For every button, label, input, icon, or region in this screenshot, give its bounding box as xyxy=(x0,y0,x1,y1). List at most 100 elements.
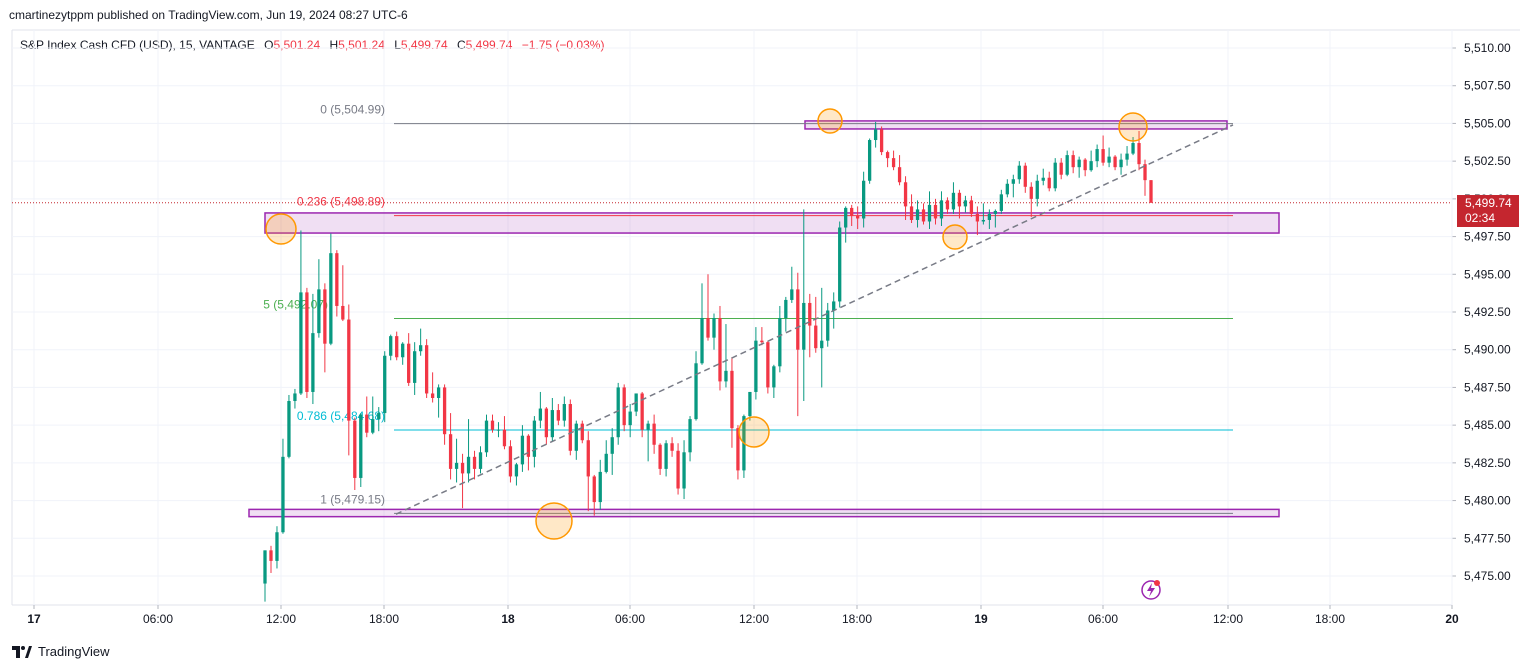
candle-body xyxy=(263,550,267,584)
candle-body xyxy=(502,429,507,447)
candle-body xyxy=(329,253,333,344)
x-tick-label: 06:00 xyxy=(143,612,173,626)
candle-body xyxy=(688,419,692,453)
tradingview-logo-icon xyxy=(12,645,32,658)
candle-body xyxy=(628,411,632,426)
candle-body xyxy=(969,200,974,214)
candle-body xyxy=(652,423,656,445)
candle-body xyxy=(730,370,734,429)
candle-body xyxy=(1065,155,1069,175)
candle-body xyxy=(598,471,602,503)
candle-body xyxy=(484,420,489,453)
x-tick-label: 18:00 xyxy=(369,612,399,626)
candle-body xyxy=(1137,143,1141,165)
y-tick-label: 5,475.00 xyxy=(1464,569,1511,583)
candles xyxy=(263,121,1153,602)
footer-brand: TradingView xyxy=(12,644,110,659)
candle-body xyxy=(999,194,1003,211)
candle-body xyxy=(885,152,890,159)
lightning-icon[interactable] xyxy=(1140,579,1162,601)
y-tick-label: 5,510.00 xyxy=(1464,41,1511,55)
candle-body xyxy=(909,206,914,220)
zone-rectangle xyxy=(804,120,1228,130)
candle-body xyxy=(580,423,584,441)
zone-rectangle xyxy=(264,212,1280,234)
highlight-circle xyxy=(738,416,770,448)
candle-body xyxy=(891,158,896,168)
candle-body xyxy=(508,446,513,477)
trendline xyxy=(395,124,1234,515)
x-tick-label: 12:00 xyxy=(266,612,296,626)
y-tick-label: 5,502.50 xyxy=(1464,154,1511,168)
candle-body xyxy=(646,423,650,430)
candle-body xyxy=(1083,159,1087,171)
y-tick-label: 5,492.50 xyxy=(1464,305,1511,319)
candle-body xyxy=(574,423,578,451)
x-tick-label: 06:00 xyxy=(615,612,645,626)
bar-countdown: 02:34 xyxy=(1465,211,1496,225)
candle-body xyxy=(305,292,309,392)
candle-body xyxy=(353,420,357,478)
candle-body xyxy=(377,413,381,420)
candle-body xyxy=(472,456,477,469)
candle-body xyxy=(359,414,363,478)
candle-body xyxy=(460,462,465,474)
candle-body xyxy=(496,429,501,431)
candle-body xyxy=(700,318,704,364)
y-tick-label: 5,485.00 xyxy=(1464,418,1511,432)
candle-body xyxy=(939,200,944,219)
close-label: C xyxy=(456,38,466,52)
candle-body xyxy=(903,182,908,207)
candle-body xyxy=(490,420,495,430)
high-label: H xyxy=(329,38,339,52)
candle-body xyxy=(430,393,435,398)
candle-body xyxy=(694,363,698,420)
candle-body xyxy=(610,437,614,454)
candle-body xyxy=(454,462,459,469)
candle-body xyxy=(664,443,668,469)
candle-body xyxy=(796,289,800,350)
candle-body xyxy=(1011,179,1015,184)
candle-body xyxy=(784,299,788,319)
candle-body xyxy=(347,319,351,421)
candle-body xyxy=(544,408,549,438)
candle-body xyxy=(1095,149,1099,162)
highlight-circle xyxy=(265,213,297,245)
candle-body xyxy=(921,209,926,222)
candle-body xyxy=(670,443,674,451)
candle-body xyxy=(658,444,662,469)
candle-body xyxy=(987,213,992,220)
candle-body xyxy=(1029,186,1033,199)
candle-body xyxy=(383,355,387,414)
candle-body xyxy=(299,292,303,394)
y-tick-label: 5,480.00 xyxy=(1464,494,1511,508)
candle-body xyxy=(407,343,411,383)
candle-body xyxy=(820,340,824,349)
candle-body xyxy=(1017,165,1021,180)
fib-level-label: 5 (5,492.07) xyxy=(263,297,328,311)
y-tick-label: 5,495.00 xyxy=(1464,267,1511,281)
candle-body xyxy=(275,532,279,561)
candle-body xyxy=(736,428,740,471)
candle-body xyxy=(1059,162,1063,175)
candle-body xyxy=(981,219,986,222)
candle-body xyxy=(311,333,315,392)
highlight-circle xyxy=(817,108,843,134)
candle-body xyxy=(1005,183,1009,195)
x-tick-label: 18:00 xyxy=(1315,612,1345,626)
candle-body xyxy=(748,391,752,417)
candle-body xyxy=(520,435,525,465)
y-tick-label: 5,477.50 xyxy=(1464,531,1511,545)
publisher-line: cmartinezytppm published on TradingView.… xyxy=(9,8,408,22)
candle-body xyxy=(401,343,405,358)
fib-level-label: 0 (5,504.99) xyxy=(320,103,385,117)
candle-body xyxy=(1131,143,1135,154)
low-label: L xyxy=(394,38,401,52)
highlight-circle xyxy=(942,224,968,250)
candle-body xyxy=(1089,161,1093,171)
candle-body xyxy=(341,305,345,320)
candle-body xyxy=(814,325,818,349)
candle-body xyxy=(850,207,854,216)
x-tick-label: 20 xyxy=(1445,612,1459,626)
